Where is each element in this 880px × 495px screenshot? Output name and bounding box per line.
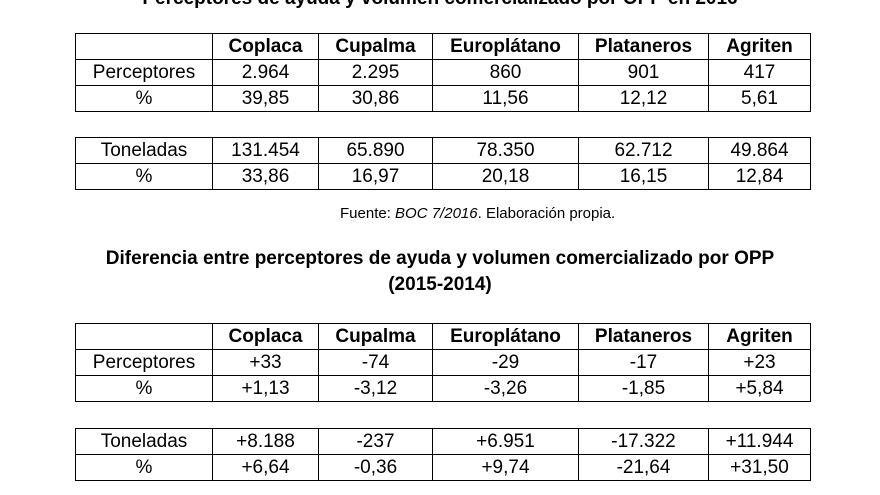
table-row: Toneladas 131.454 65.890 78.350 62.712 49.864 [75, 137, 811, 164]
value-cell: 2.295 [318, 59, 433, 86]
value-cell: +11.944 [708, 428, 811, 455]
title-top: Perceptores de ayuda y volumen comercial… [0, 0, 880, 10]
table-row: % +1,13 -3,12 -3,26 -1,85 +5,84 [75, 375, 811, 402]
value-cell: -17.322 [578, 428, 709, 455]
value-cell: +33 [212, 349, 319, 376]
value-cell: 39,85 [212, 85, 319, 112]
value-cell: -3,26 [432, 375, 579, 402]
table-row: Perceptores 2.964 2.295 860 901 417 [75, 59, 811, 86]
value-cell: -3,12 [318, 375, 433, 402]
value-cell: 65.890 [318, 137, 433, 164]
data-table: Toneladas +8.188 -237 +6.951 -17.322 +11.944%… [75, 428, 811, 481]
value-cell: 11,56 [432, 85, 579, 112]
header-cell: Coplaca [212, 323, 319, 350]
row-label: Perceptores [75, 349, 213, 376]
value-cell: +1,13 [212, 375, 319, 402]
value-cell: +6.951 [432, 428, 579, 455]
header-cell: Cupalma [318, 33, 433, 60]
value-cell: 33,86 [212, 163, 319, 190]
value-cell: 30,86 [318, 85, 433, 112]
table-row: % 33,86 16,97 20,18 16,15 12,84 [75, 163, 811, 190]
corner-cell [75, 323, 213, 350]
value-cell: +6,64 [212, 454, 319, 481]
value-cell: 49.864 [708, 137, 811, 164]
row-label: Toneladas [75, 428, 213, 455]
table-row: % 39,85 30,86 11,56 12,12 5,61 [75, 85, 811, 112]
value-cell: 860 [432, 59, 579, 86]
value-cell: 417 [708, 59, 811, 86]
value-cell: +31,50 [708, 454, 811, 481]
value-cell: -17 [578, 349, 709, 376]
header-cell: Coplaca [212, 33, 319, 60]
header-row: Coplaca Cupalma Europlátano Plataneros Agrit… [75, 323, 811, 350]
value-cell: -1,85 [578, 375, 709, 402]
header-cell: Plataneros [578, 33, 709, 60]
header-row: Coplaca Cupalma Europlátano Plataneros Agrit… [75, 33, 811, 60]
value-cell: 20,18 [432, 163, 579, 190]
value-cell: -29 [432, 349, 579, 376]
value-cell: 2.964 [212, 59, 319, 86]
row-label: % [75, 375, 213, 402]
table-row: Perceptores +33 -74 -29 -17 +23 [75, 349, 811, 376]
value-cell: 901 [578, 59, 709, 86]
data-table: Coplaca Cupalma Europlátano Plataneros Agrit… [75, 323, 811, 402]
header-cell: Europlátano [432, 33, 579, 60]
value-cell: 12,12 [578, 85, 709, 112]
value-cell: 5,61 [708, 85, 811, 112]
value-cell: 131.454 [212, 137, 319, 164]
value-cell: -237 [318, 428, 433, 455]
value-cell: 12,84 [708, 163, 811, 190]
value-cell: 16,97 [318, 163, 433, 190]
value-cell: +23 [708, 349, 811, 376]
value-cell: 62.712 [578, 137, 709, 164]
row-label: Toneladas [75, 137, 213, 164]
row-label: % [75, 85, 213, 112]
row-label: Perceptores [75, 59, 213, 86]
source-italic: BOC 7/2016 [395, 205, 478, 222]
header-cell: Plataneros [578, 323, 709, 350]
source-note: Fuente: BOC 7/2016. Elaboración propia. [340, 205, 615, 222]
data-table: Coplaca Cupalma Europlátano Plataneros Agrit… [75, 33, 811, 112]
row-label: % [75, 163, 213, 190]
table-row: % +6,64 -0,36 +9,74 -21,64 +31,50 [75, 454, 811, 481]
value-cell: -0,36 [318, 454, 433, 481]
header-cell: Agriten [708, 33, 811, 60]
value-cell: 16,15 [578, 163, 709, 190]
source-prefix: Fuente: [340, 205, 396, 222]
value-cell: -21,64 [578, 454, 709, 481]
value-cell: +5,84 [708, 375, 811, 402]
title-line: (2015-2014) [388, 274, 492, 295]
header-cell: Cupalma [318, 323, 433, 350]
value-cell: +8.188 [212, 428, 319, 455]
header-cell: Agriten [708, 323, 811, 350]
corner-cell [75, 33, 213, 60]
data-table: Toneladas 131.454 65.890 78.350 62.712 49.864… [75, 137, 811, 190]
value-cell: +9,74 [432, 454, 579, 481]
header-cell: Europlátano [432, 323, 579, 350]
value-cell: -74 [318, 349, 433, 376]
source-suffix: . Elaboración propia. [477, 205, 616, 222]
value-cell: 78.350 [432, 137, 579, 164]
table-row: Toneladas +8.188 -237 +6.951 -17.322 +11.944 [75, 428, 811, 455]
title-line: Diferencia entre perceptores de ayuda y … [105, 248, 775, 269]
row-label: % [75, 454, 213, 481]
